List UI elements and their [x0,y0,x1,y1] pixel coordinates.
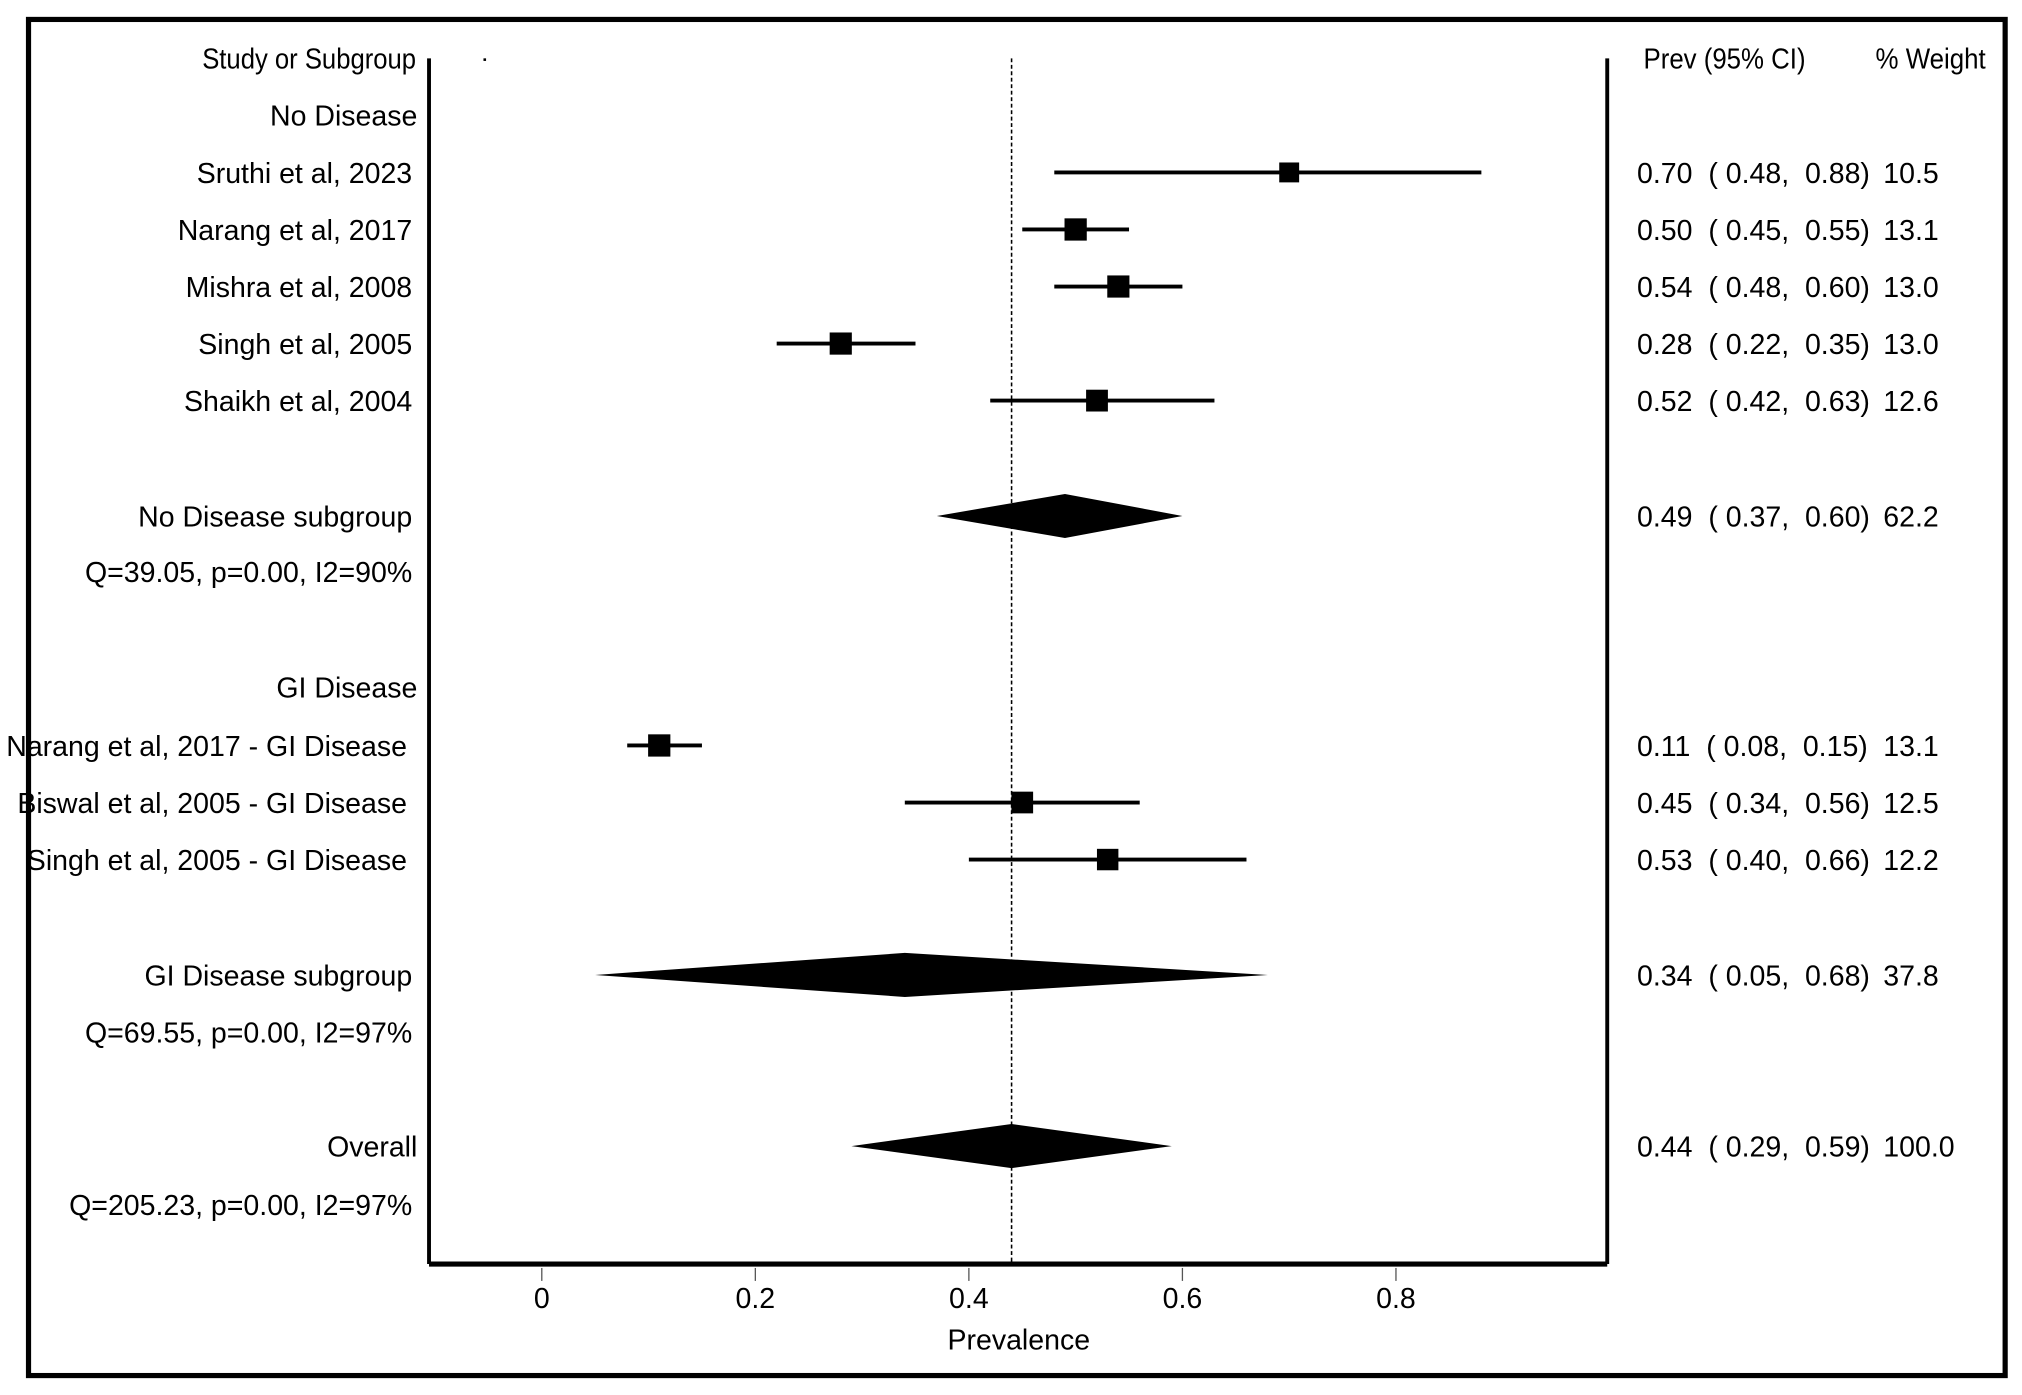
forest-row-study: Singh et al, 2005 0.28 ( 0.22, 0.35) 13.0 [198,329,1939,361]
estimate-ci-text: 0.54 ( 0.48, 0.60) [1637,272,1870,304]
forest-row-study: Narang et al, 2017 - GI Disease 0.11 ( 0.… [6,731,1939,763]
x-tick-label: 0 [534,1283,550,1315]
weight-text: 13.1 [1883,731,1938,763]
estimate-ci-text: 0.11 ( 0.08, 0.15) [1637,731,1868,763]
estimate-ci-text: 0.70 ( 0.48, 0.88) [1637,158,1870,190]
weight-text: 10.5 [1883,158,1938,190]
point-estimate-square [648,734,671,757]
forest-row-stat: Q=39.05, p=0.00, I2=90% [85,557,412,589]
weight-text: 12.2 [1883,845,1938,877]
forest-row-study: Narang et al, 2017 0.50 ( 0.45, 0.55) 13.1 [178,215,1939,247]
row-label: Narang et al, 2017 [178,215,412,247]
point-estimate-square [1064,218,1087,241]
weight-text: 13.0 [1883,272,1938,304]
forest-row-summary: No Disease subgroup 0.49 ( 0.37, 0.60) 62.… [138,493,1939,539]
summary-diamond [595,952,1268,997]
estimate-column-header: Prev (95% CI) [1644,44,1806,76]
forest-row-study: Shaikh et al, 2004 0.52 ( 0.42, 0.63) 12.6 [184,386,1939,418]
point-estimate-square [1096,848,1119,871]
row-label: Q=69.55, p=0.00, I2=97% [85,1017,412,1049]
forest-row-study: Sruthi et al, 2023 0.70 ( 0.48, 0.88) 10.5 [197,158,1939,190]
estimate-ci-text: 0.34 ( 0.05, 0.68) [1637,960,1870,992]
estimate-ci-text: 0.28 ( 0.22, 0.35) [1637,329,1870,361]
row-label: Q=39.05, p=0.00, I2=90% [85,557,412,589]
estimate-ci-text: 0.44 ( 0.29, 0.59) [1637,1131,1870,1163]
weight-text: 13.1 [1883,215,1938,247]
point-estimate-square [829,332,852,355]
weight-text: 12.5 [1883,788,1938,820]
weight-text: 13.0 [1883,329,1938,361]
x-tick-label: 0.8 [1376,1283,1416,1315]
row-label: GI Disease subgroup [144,960,412,992]
weight-column-header: % Weight [1876,44,1986,76]
forest-row-summary: Overall 0.44 ( 0.29, 0.59) 100.0 [327,1124,1955,1169]
point-estimate-square [1011,791,1034,814]
row-label: Sruthi et al, 2023 [197,158,412,190]
estimate-ci-text: 0.52 ( 0.42, 0.63) [1637,386,1870,418]
row-label: Singh et al, 2005 [198,329,412,361]
forest-row-study: Mishra et al, 2008 0.54 ( 0.48, 0.60) 13.0 [186,272,1939,304]
forest-row-stat: Q=205.23, p=0.00, I2=97% [69,1190,412,1222]
row-label: GI Disease [276,672,417,704]
row-label: Shaikh et al, 2004 [184,386,412,418]
outer-frame [25,16,2008,1379]
x-tick-label: 0.6 [1163,1283,1203,1315]
row-label: Overall [327,1131,417,1163]
x-tick-label: 0.4 [949,1283,989,1315]
row-label: Q=205.23, p=0.00, I2=97% [69,1190,412,1222]
point-estimate-square [1086,389,1108,412]
point-estimate-square [1107,275,1130,298]
row-label: No Disease [270,101,417,133]
row-label: Singh et al, 2005 - GI Disease [27,845,407,877]
estimate-ci-text: 0.49 ( 0.37, 0.60) [1637,501,1870,533]
forest-row-header: No Disease [270,101,417,133]
estimate-ci-text: 0.45 ( 0.34, 0.56) [1637,788,1870,820]
weight-text: 37.8 [1883,960,1938,992]
row-label: Narang et al, 2017 - GI Disease [6,731,407,763]
forest-row-study: Singh et al, 2005 - GI Disease 0.53 ( 0.4… [27,845,1939,877]
forest-row-summary: GI Disease subgroup 0.34 ( 0.05, 0.68) 37.… [144,952,1939,997]
point-estimate-square [1279,162,1300,183]
summary-diamond [936,493,1183,539]
top-marker-dot [483,58,487,61]
row-label: Mishra et al, 2008 [186,272,413,304]
row-label: Biswal et al, 2005 - GI Disease [17,788,407,820]
weight-text: 100.0 [1883,1131,1954,1163]
weight-text: 12.6 [1883,386,1938,418]
summary-diamond [851,1124,1172,1169]
estimate-ci-text: 0.53 ( 0.40, 0.66) [1637,845,1870,877]
forest-row-study: Biswal et al, 2005 - GI Disease 0.45 ( 0.… [17,788,1938,820]
weight-text: 62.2 [1883,501,1938,533]
x-tick-label: 0.2 [736,1283,776,1315]
row-label: No Disease subgroup [138,501,412,533]
forest-row-header: GI Disease [276,672,417,704]
study-column-header: Study or Subgroup [202,44,416,76]
estimate-ci-text: 0.50 ( 0.45, 0.55) [1637,215,1870,247]
x-axis-label: Prevalence [947,1325,1090,1357]
forest-row-stat: Q=69.55, p=0.00, I2=97% [85,1017,412,1049]
